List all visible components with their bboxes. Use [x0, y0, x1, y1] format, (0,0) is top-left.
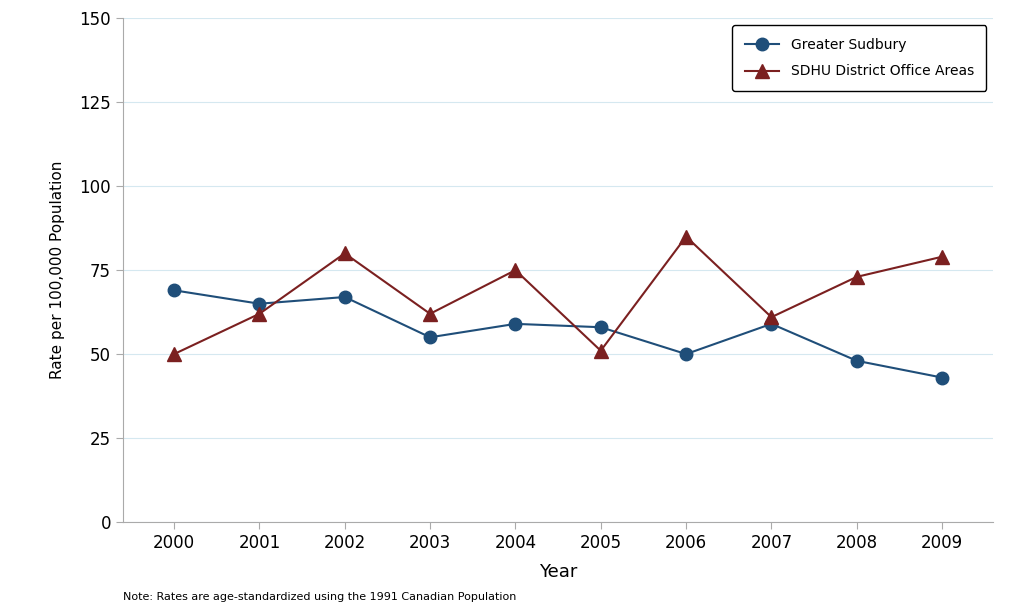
SDHU District Office Areas — [851, 273, 863, 281]
SDHU District Office Areas — [680, 233, 692, 240]
Greater Sudbury — [424, 333, 436, 341]
SDHU District Office Areas — [339, 250, 351, 257]
Text: Note: Rates are age-standardized using the 1991 Canadian Population: Note: Rates are age-standardized using t… — [123, 592, 516, 602]
Greater Sudbury — [680, 351, 692, 358]
Line: SDHU District Office Areas: SDHU District Office Areas — [167, 230, 949, 361]
SDHU District Office Areas — [765, 314, 777, 321]
Greater Sudbury — [253, 300, 265, 308]
Greater Sudbury — [339, 293, 351, 301]
SDHU District Office Areas — [936, 253, 948, 260]
Y-axis label: Rate per 100,000 Population: Rate per 100,000 Population — [50, 161, 66, 379]
Greater Sudbury — [936, 374, 948, 381]
Greater Sudbury — [595, 324, 607, 331]
Greater Sudbury — [168, 287, 180, 294]
SDHU District Office Areas — [168, 351, 180, 358]
X-axis label: Year: Year — [539, 563, 578, 581]
SDHU District Office Areas — [595, 347, 607, 354]
SDHU District Office Areas — [509, 266, 521, 274]
Greater Sudbury — [765, 320, 777, 327]
Greater Sudbury — [509, 320, 521, 327]
Line: Greater Sudbury: Greater Sudbury — [168, 284, 948, 384]
Greater Sudbury — [851, 357, 863, 365]
Legend: Greater Sudbury, SDHU District Office Areas: Greater Sudbury, SDHU District Office Ar… — [732, 25, 986, 91]
SDHU District Office Areas — [424, 310, 436, 317]
SDHU District Office Areas — [253, 310, 265, 317]
